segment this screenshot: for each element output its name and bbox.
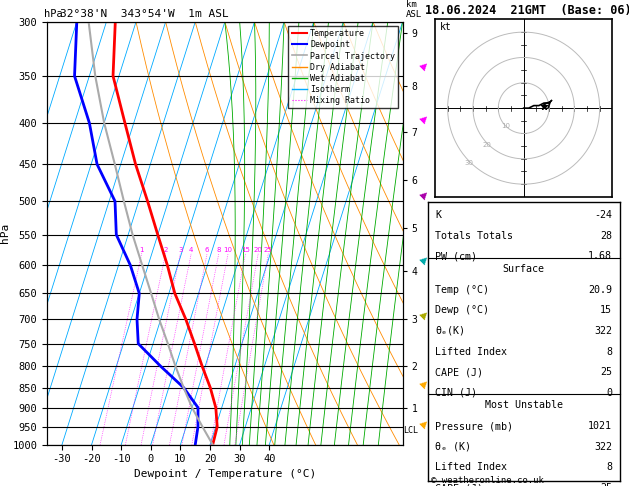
Text: CAPE (J): CAPE (J) [435, 367, 484, 377]
Text: ▶: ▶ [418, 112, 431, 125]
Y-axis label: hPa: hPa [0, 223, 9, 243]
Text: 4: 4 [189, 247, 194, 253]
Text: Pressure (mb): Pressure (mb) [435, 421, 513, 431]
Text: 1: 1 [140, 247, 144, 253]
Text: 15: 15 [600, 305, 612, 315]
Text: CAPE (J): CAPE (J) [435, 483, 484, 486]
Text: kt: kt [440, 21, 452, 32]
Text: 20: 20 [254, 247, 263, 253]
X-axis label: Dewpoint / Temperature (°C): Dewpoint / Temperature (°C) [134, 469, 316, 479]
Text: 8: 8 [216, 247, 221, 253]
Text: CIN (J): CIN (J) [435, 388, 477, 398]
Text: 25: 25 [600, 367, 612, 377]
Text: © weatheronline.co.uk: © weatheronline.co.uk [431, 476, 543, 485]
Text: ▶: ▶ [418, 377, 431, 390]
Text: ▶: ▶ [418, 308, 431, 321]
Text: hPa: hPa [44, 9, 63, 19]
Text: 322: 322 [594, 442, 612, 451]
Text: PW (cm): PW (cm) [435, 251, 477, 261]
Text: 3: 3 [178, 247, 182, 253]
Text: ▶: ▶ [418, 253, 431, 265]
Text: 0: 0 [606, 388, 612, 398]
Text: 322: 322 [594, 326, 612, 336]
Text: Surface: Surface [503, 264, 545, 274]
Text: 18.06.2024  21GMT  (Base: 06): 18.06.2024 21GMT (Base: 06) [425, 4, 629, 17]
Text: 15: 15 [241, 247, 250, 253]
Text: 32°38'N  343°54'W  1m ASL: 32°38'N 343°54'W 1m ASL [60, 9, 228, 19]
Text: θₑ (K): θₑ (K) [435, 442, 471, 451]
Text: ▶: ▶ [418, 60, 431, 72]
Text: 1021: 1021 [588, 421, 612, 431]
Text: Dewp (°C): Dewp (°C) [435, 305, 489, 315]
Text: 2: 2 [164, 247, 168, 253]
Text: 20: 20 [482, 141, 492, 148]
Text: Totals Totals: Totals Totals [435, 231, 513, 241]
Text: 8: 8 [606, 347, 612, 357]
Legend: Temperature, Dewpoint, Parcel Trajectory, Dry Adiabat, Wet Adiabat, Isotherm, Mi: Temperature, Dewpoint, Parcel Trajectory… [288, 26, 398, 108]
Text: 10: 10 [501, 123, 510, 129]
Text: Temp (°C): Temp (°C) [435, 284, 489, 295]
Text: 28: 28 [600, 231, 612, 241]
Text: K: K [435, 210, 442, 220]
Text: km
ASL: km ASL [406, 0, 422, 19]
Text: 6: 6 [205, 247, 209, 253]
Text: 25: 25 [264, 247, 273, 253]
Text: ▶: ▶ [418, 417, 431, 429]
Text: 25: 25 [600, 483, 612, 486]
Text: 10: 10 [223, 247, 233, 253]
Text: 30: 30 [464, 160, 474, 166]
Text: 1.68: 1.68 [588, 251, 612, 261]
Text: ▶: ▶ [418, 188, 431, 200]
Text: Lifted Index: Lifted Index [435, 462, 508, 472]
Text: 8: 8 [606, 462, 612, 472]
Text: Most Unstable: Most Unstable [484, 400, 563, 410]
Text: Lifted Index: Lifted Index [435, 347, 508, 357]
Text: -24: -24 [594, 210, 612, 220]
Text: θₑ(K): θₑ(K) [435, 326, 465, 336]
Text: 20.9: 20.9 [588, 284, 612, 295]
Text: LCL: LCL [403, 426, 418, 435]
